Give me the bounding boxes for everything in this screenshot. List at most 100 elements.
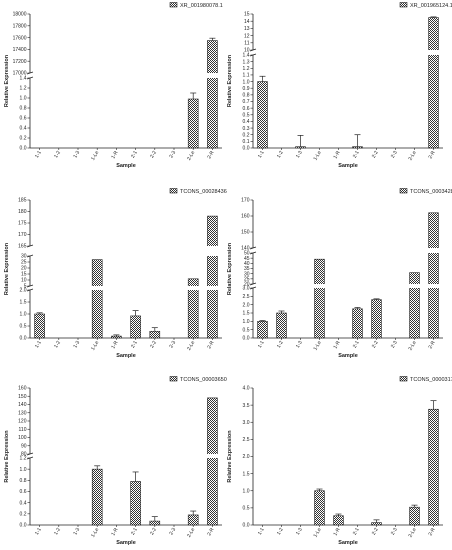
y-tick-label: 0.9 <box>243 86 250 92</box>
y-tick-label: 170 <box>18 232 27 238</box>
bar <box>371 522 382 526</box>
x-category-label: 1-Le <box>90 150 100 162</box>
bar-break-gap <box>206 73 219 78</box>
x-category-label: 2-2 <box>371 150 380 159</box>
x-category-label: 1-R <box>110 527 119 537</box>
y-tick-label: 4.0 <box>243 386 250 392</box>
y-tick-label: 10 <box>21 278 27 284</box>
x-category-label: 2-1 <box>130 150 139 159</box>
y-tick-label: 1.4 <box>243 53 250 59</box>
y-tick-label: 2.0 <box>243 302 250 308</box>
y-tick-label: 0.8 <box>243 93 250 99</box>
y-tick-label: 2.5 <box>243 294 250 300</box>
y-axis-title: Relative Expression <box>227 242 233 295</box>
y-tick-label: 160 <box>18 386 27 392</box>
y-tick-label: 160 <box>241 214 250 220</box>
bar-break-gap <box>187 286 200 290</box>
y-axis-title: Relative Expression <box>4 54 10 107</box>
x-category-label: 1-R <box>110 150 119 160</box>
y-tick-label: 1.5 <box>20 300 27 306</box>
x-category-label: 2-Le <box>408 527 418 539</box>
bar <box>409 272 420 339</box>
x-category-label: 2-3 <box>168 340 177 349</box>
y-tick-label: 18000 <box>13 12 27 18</box>
y-tick-label: 0.5 <box>243 327 250 333</box>
legend-label: TCONS_00028436 <box>180 189 227 195</box>
x-category-label: 2-3 <box>390 527 399 536</box>
y-tick-label: 14 <box>244 19 250 25</box>
x-category-label: 1-R <box>333 340 342 350</box>
x-category-label: 2-1 <box>352 150 361 159</box>
y-tick-label: 2.0 <box>20 288 27 294</box>
y-tick-label: 140 <box>241 246 250 252</box>
bar-break-gap <box>206 246 219 256</box>
bar <box>149 520 161 526</box>
y-tick-label: 15 <box>244 12 250 18</box>
y-tick-label: 3.0 <box>243 420 250 426</box>
legend-label: TCONS_00034287 <box>410 189 452 195</box>
y-tick-label: 2.5 <box>243 437 250 443</box>
chart-panel: 0.0 0.2 0.4 0.6 0.8 1.0 1.280 90 100 110 120 130 140… <box>4 376 227 546</box>
y-tick-label: 0.6 <box>20 116 27 122</box>
bar-break-gap <box>427 284 440 288</box>
x-category-label: 1-3 <box>295 527 304 536</box>
x-axis-title: Sample <box>338 353 358 359</box>
x-category-label: 1-1 <box>257 527 266 536</box>
y-tick-label: 1.0 <box>243 319 250 325</box>
x-category-label: 2-R <box>206 340 215 350</box>
y-tick-label: 17000 <box>13 71 27 77</box>
y-tick-label: 1.0 <box>243 488 250 494</box>
y-tick-label: 0.0 <box>20 523 27 529</box>
y-tick-label: 0.2 <box>20 512 27 518</box>
x-category-label: 2-2 <box>149 527 158 536</box>
y-tick-label: 0.0 <box>20 336 27 342</box>
bar-break-gap <box>427 248 440 253</box>
y-tick-label: 3.0 <box>243 286 250 292</box>
y-tick-label: 0.5 <box>20 324 27 330</box>
bar <box>207 215 218 339</box>
bar <box>91 259 103 339</box>
x-category-label: 2-1 <box>352 340 361 349</box>
y-axis-title: Relative Expression <box>4 242 10 295</box>
y-tick-label: 0.4 <box>20 126 27 132</box>
legend-label: TCONS_00003171 <box>410 377 452 383</box>
y-tick-label: 1.0 <box>20 312 27 318</box>
x-category-label: 1-3 <box>72 527 81 536</box>
bar <box>314 258 325 339</box>
x-category-label: 2-3 <box>168 150 177 159</box>
y-tick-label: 0.2 <box>20 136 27 142</box>
x-category-label: 1-3 <box>295 340 304 349</box>
y-tick-label: 5 <box>24 284 27 290</box>
bar-break-gap <box>427 50 440 55</box>
x-category-label: 1-1 <box>34 527 43 536</box>
bar <box>34 313 45 339</box>
x-category-label: 1-1 <box>257 340 266 349</box>
bar <box>130 481 141 526</box>
y-tick-label: 1.4 <box>20 76 27 82</box>
x-category-label: 2-Le <box>186 150 196 162</box>
y-tick-label: 25 <box>21 260 27 266</box>
x-category-label: 1-3 <box>72 340 81 349</box>
y-tick-label: 110 <box>19 427 27 433</box>
y-tick-label: 1.5 <box>243 311 250 317</box>
x-category-label: 2-R <box>428 150 437 160</box>
y-tick-label: 1.2 <box>243 66 250 72</box>
y-tick-label: 1.1 <box>243 73 250 79</box>
x-category-label: 2-2 <box>149 150 158 159</box>
y-tick-label: 1.0 <box>243 79 250 85</box>
bar <box>428 212 439 339</box>
x-category-label: 2-3 <box>390 340 399 349</box>
bar <box>207 40 218 149</box>
y-tick-label: 0.0 <box>243 146 250 152</box>
x-category-label: 2-2 <box>149 340 158 349</box>
x-category-label: 1-R <box>110 340 119 350</box>
bar <box>276 312 287 339</box>
legend-swatch <box>169 376 178 382</box>
bar <box>352 146 363 149</box>
chart-panel: 0.0 0.5 1.0 1.5 2.0 2.5 3.0 3.5 4.0 1-1 1-2 1-3 1-Le… <box>227 376 452 546</box>
legend-swatch <box>399 2 408 8</box>
x-category-label: 2-2 <box>371 527 380 536</box>
bar <box>187 514 199 526</box>
y-tick-label: 185 <box>18 198 27 204</box>
legend-label: TCONS_00003650 <box>180 377 227 383</box>
